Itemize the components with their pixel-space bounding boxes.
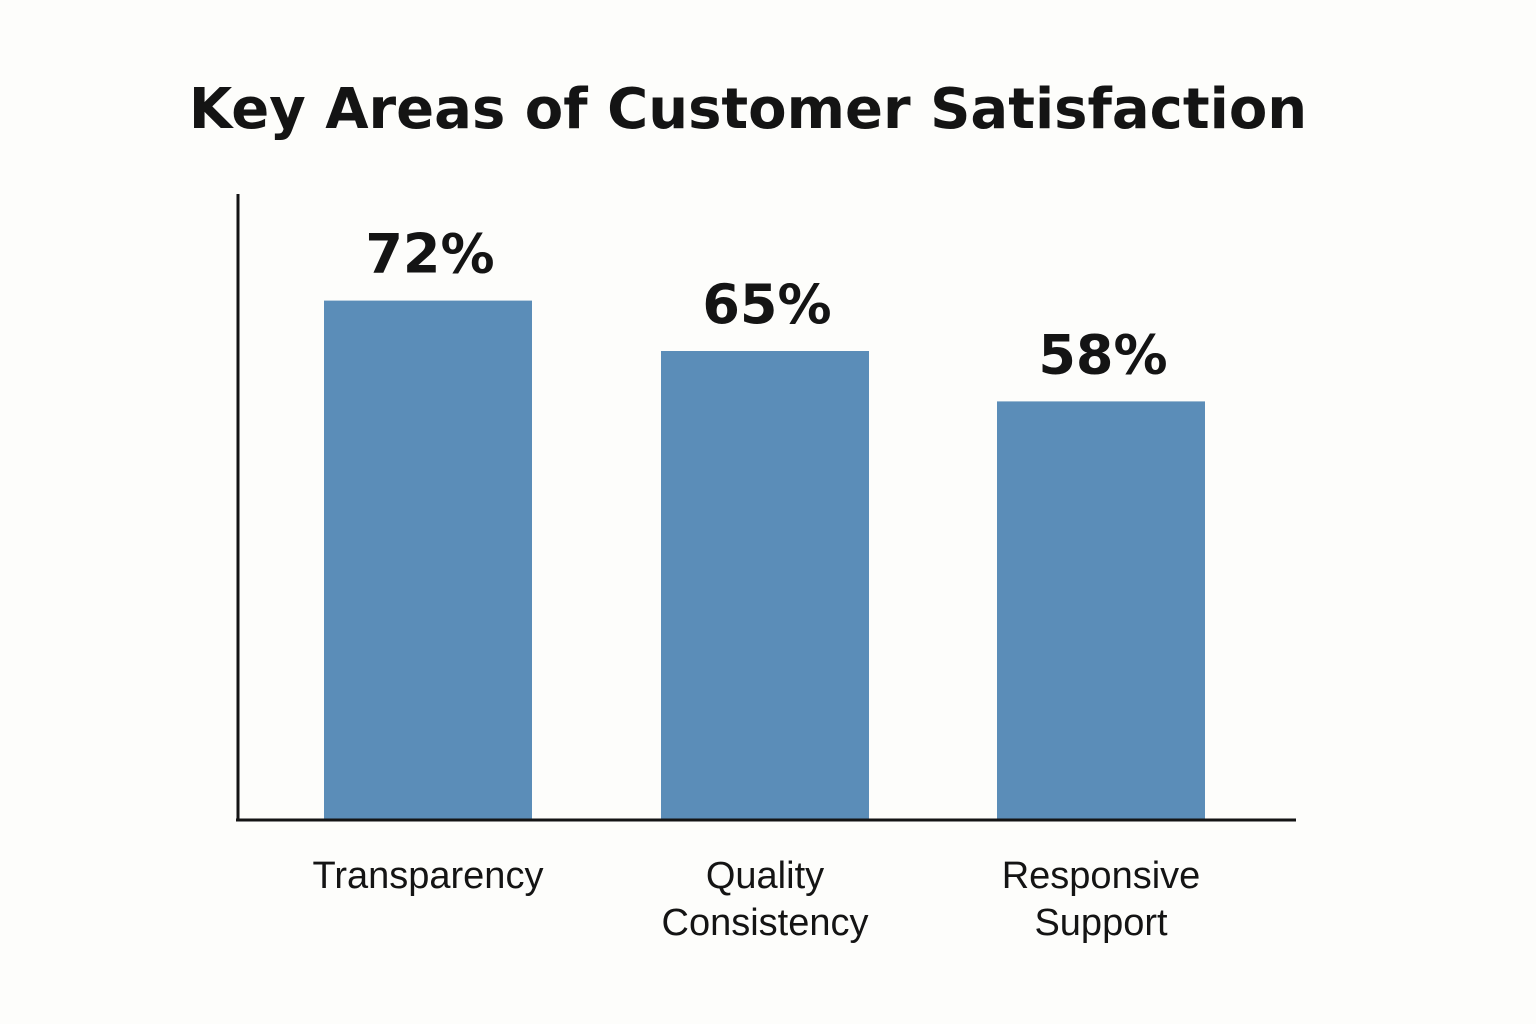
- category-label-responsive-support: Responsive Support: [1002, 855, 1201, 944]
- category-label-quality-consistency: Quality Consistency: [662, 855, 869, 944]
- value-label-quality-consistency: 65%: [702, 273, 831, 336]
- value-label-transparency: 72%: [365, 223, 494, 286]
- bars-group: 72% Transparency 65% Quality Consistency 58% R…: [313, 223, 1205, 944]
- value-label-responsive-support: 58%: [1038, 323, 1167, 386]
- category-label-transparency: Transparency: [313, 855, 544, 897]
- bar-transparency: [324, 300, 532, 820]
- bar-responsive-support: [997, 401, 1205, 819]
- bar-quality-consistency: [661, 351, 869, 819]
- chart-title: Key Areas of Customer Satisfaction: [189, 77, 1307, 142]
